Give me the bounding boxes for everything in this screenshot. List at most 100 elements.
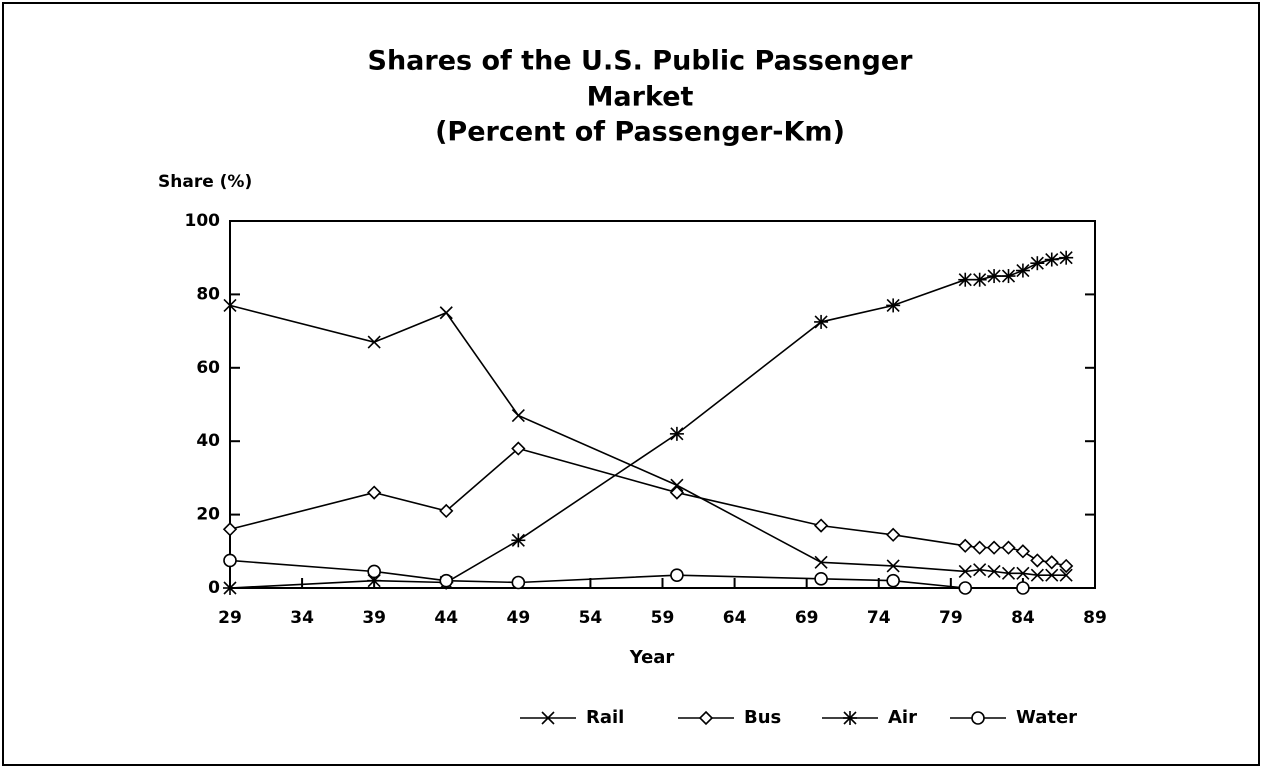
marker-shape bbox=[1015, 544, 1031, 559]
marker-stroke bbox=[1045, 568, 1059, 582]
marker bbox=[669, 426, 684, 441]
marker-stroke bbox=[973, 563, 987, 577]
marker bbox=[987, 564, 1001, 579]
marker bbox=[439, 503, 454, 519]
marker bbox=[886, 559, 900, 573]
marker-shape bbox=[367, 564, 381, 579]
marker bbox=[1059, 250, 1074, 265]
x-tick-label: 54 bbox=[579, 608, 603, 628]
series-line bbox=[229, 304, 1067, 576]
x-tick-label: 59 bbox=[651, 608, 675, 628]
marker bbox=[1016, 581, 1030, 595]
marker-stroke bbox=[886, 559, 900, 573]
legend-label: Water bbox=[1016, 707, 1077, 728]
marker-stroke bbox=[987, 564, 1001, 579]
marker bbox=[971, 711, 985, 725]
marker bbox=[1030, 256, 1045, 271]
x-axis-label: Year bbox=[629, 647, 675, 668]
marker-stroke bbox=[1030, 568, 1044, 582]
marker bbox=[987, 269, 1002, 284]
marker bbox=[367, 485, 382, 500]
marker bbox=[223, 298, 237, 312]
marker bbox=[1030, 568, 1044, 582]
y-tick-label: 0 bbox=[208, 578, 220, 598]
marker-shape bbox=[958, 538, 973, 553]
chart-title: Market bbox=[587, 82, 694, 113]
marker-stroke bbox=[223, 298, 237, 312]
marker bbox=[972, 540, 987, 555]
x-tick-label: 84 bbox=[1011, 608, 1035, 628]
marker-shape bbox=[958, 581, 973, 595]
series-line bbox=[229, 256, 1067, 589]
y-tick-label: 40 bbox=[196, 431, 220, 451]
marker-shape bbox=[1044, 555, 1059, 570]
x-tick-label: 74 bbox=[867, 608, 891, 628]
y-tick-label: 20 bbox=[196, 505, 220, 525]
marker bbox=[1016, 566, 1030, 580]
x-tick-label: 39 bbox=[362, 608, 386, 628]
marker bbox=[511, 441, 526, 456]
marker bbox=[972, 272, 987, 287]
x-tick-label: 69 bbox=[795, 608, 819, 628]
x-tick-label: 29 bbox=[218, 608, 242, 628]
series-line bbox=[229, 559, 1023, 589]
marker-shape bbox=[367, 485, 382, 500]
marker-stroke bbox=[1016, 566, 1030, 580]
marker-stroke bbox=[670, 478, 684, 492]
marker-shape bbox=[223, 553, 237, 568]
marker bbox=[223, 581, 237, 595]
y-tick-label: 100 bbox=[185, 211, 221, 231]
marker-shape bbox=[222, 522, 238, 537]
y-tick-label: 80 bbox=[196, 284, 220, 304]
marker bbox=[1001, 566, 1016, 580]
marker-shape bbox=[669, 485, 685, 500]
marker-stroke bbox=[814, 555, 828, 569]
marker bbox=[958, 581, 973, 595]
marker-shape bbox=[670, 568, 684, 582]
marker bbox=[814, 555, 828, 569]
chart-title: Shares of the U.S. Public Passenger bbox=[368, 46, 914, 77]
marker bbox=[511, 533, 526, 548]
marker bbox=[886, 527, 901, 542]
marker bbox=[1045, 568, 1059, 582]
marker bbox=[541, 711, 555, 725]
x-tick-label: 79 bbox=[939, 608, 963, 628]
legend-label: Air bbox=[888, 707, 917, 728]
marker-shape bbox=[439, 503, 454, 519]
x-tick-label: 64 bbox=[723, 608, 747, 628]
marker-shape bbox=[439, 573, 454, 588]
marker-stroke bbox=[367, 335, 381, 349]
marker bbox=[1059, 568, 1073, 582]
marker bbox=[814, 572, 828, 586]
legend-label: Bus bbox=[744, 707, 781, 728]
marker bbox=[439, 573, 454, 588]
marker bbox=[958, 538, 973, 553]
legend-label: Rail bbox=[586, 707, 624, 728]
marker-shape bbox=[511, 575, 526, 590]
x-tick-label: 49 bbox=[506, 608, 530, 628]
marker bbox=[367, 564, 381, 579]
x-tick-label: 44 bbox=[434, 608, 458, 628]
marker bbox=[511, 408, 525, 423]
marker bbox=[813, 518, 829, 533]
marker bbox=[1001, 540, 1016, 555]
marker bbox=[1015, 544, 1031, 559]
marker bbox=[1030, 553, 1045, 568]
marker-shape bbox=[813, 518, 829, 533]
series-line bbox=[229, 447, 1067, 567]
marker bbox=[1001, 269, 1016, 284]
marker bbox=[1044, 555, 1059, 570]
marker-shape bbox=[814, 572, 828, 586]
marker-shape bbox=[986, 540, 1002, 555]
marker-shape bbox=[1001, 540, 1016, 555]
marker bbox=[814, 314, 829, 329]
marker bbox=[958, 564, 972, 579]
marker bbox=[1015, 263, 1030, 278]
marker-shape bbox=[886, 527, 901, 542]
y-tick-label: 60 bbox=[196, 358, 220, 378]
marker-shape bbox=[971, 711, 985, 725]
marker bbox=[222, 522, 238, 537]
marker bbox=[1059, 558, 1074, 574]
